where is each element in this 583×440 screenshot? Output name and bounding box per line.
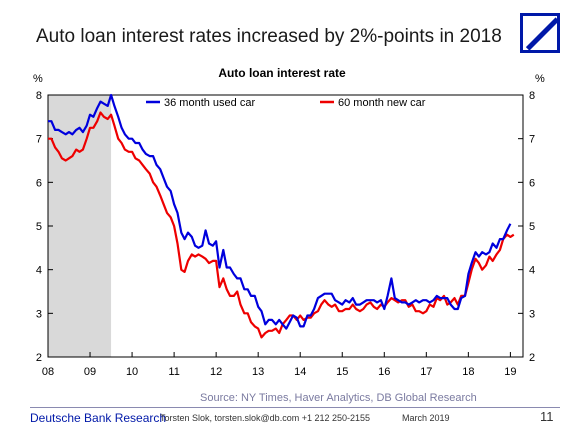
brand-name: Deutsche Bank Research — [30, 411, 167, 425]
y-tick-label-left: 4 — [36, 265, 42, 277]
y-tick-label-right: 5 — [529, 221, 535, 233]
y-tick-label-left: 3 — [36, 308, 42, 320]
footer-divider — [30, 407, 560, 408]
line-chart: 2 2 3 3 4 4 5 5 6 6 7 7 8 8 08 09 10 11 12 13 14 15 16 17 18 19 A… — [33, 66, 545, 378]
y-tick-label-right: 2 — [529, 352, 535, 364]
y-tick-label-left: 8 — [36, 90, 42, 102]
page-headline: Auto loan interest rates increased by 2%… — [36, 26, 502, 47]
legend-label-60m: 60 month new car — [338, 97, 426, 109]
y-tick-label-left: 2 — [36, 352, 42, 364]
x-tick-label: 08 — [42, 366, 54, 378]
page-number: 11 — [540, 409, 554, 424]
report-date: March 2019 — [402, 413, 450, 423]
y-tick-label-left: 6 — [36, 177, 42, 189]
deutsche-bank-logo — [520, 13, 560, 53]
x-tick-label: 19 — [504, 366, 516, 378]
legend-label-36m: 36 month used car — [164, 97, 255, 109]
y-tick-label-right: 3 — [529, 308, 535, 320]
series-line-36m — [48, 93, 512, 330]
x-tick-label: 18 — [462, 366, 474, 378]
x-tick-label: 10 — [126, 366, 138, 378]
x-tick-label: 11 — [168, 366, 179, 378]
author-contact: Torsten Slok, torsten.slok@db.com +1 212… — [160, 413, 371, 423]
x-tick-label: 16 — [378, 366, 390, 378]
x-tick-label: 12 — [210, 366, 222, 378]
x-tick-label: 15 — [336, 366, 348, 378]
x-tick-label: 13 — [252, 366, 264, 378]
series-line-60m — [48, 111, 515, 339]
plot-frame — [47, 94, 524, 358]
y-tick-label-right: 6 — [529, 177, 535, 189]
y-tick-label-right: 8 — [529, 90, 535, 102]
chart-title: Auto loan interest rate — [218, 66, 346, 80]
shaded-region — [48, 95, 112, 357]
right-unit: % — [535, 73, 545, 85]
y-tick-label-left: 7 — [36, 134, 42, 146]
x-tick-label: 14 — [294, 366, 306, 378]
y-tick-label-left: 5 — [36, 221, 42, 233]
x-tick-label: 17 — [420, 366, 432, 378]
left-unit: % — [33, 73, 43, 85]
y-tick-label-right: 4 — [529, 265, 535, 277]
y-tick-label-right: 7 — [529, 134, 535, 146]
x-tick-label: 09 — [84, 366, 96, 378]
source-note: Source: NY Times, Haver Analytics, DB Gl… — [200, 392, 477, 404]
